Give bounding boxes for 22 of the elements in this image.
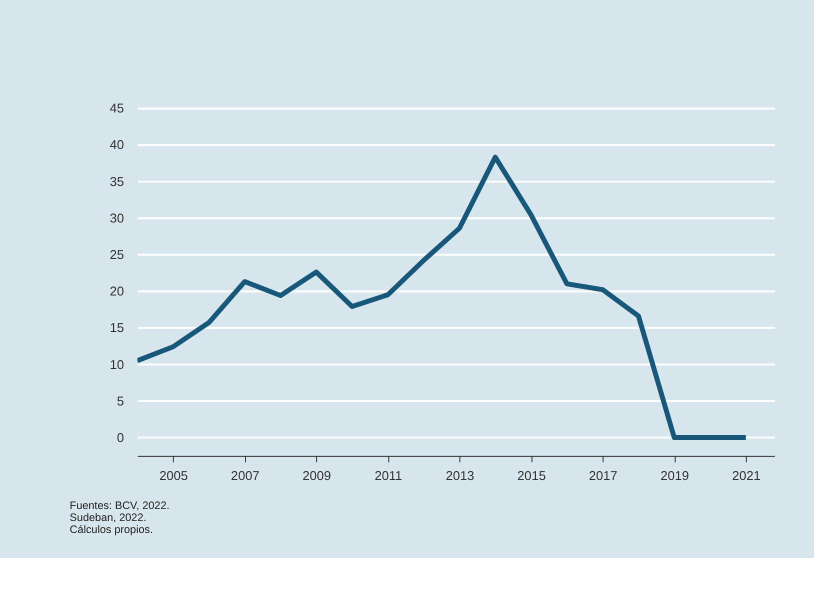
x-tick-label: 2017 [588,468,618,484]
text: Sudeban, 2022. [70,512,146,524]
text: Cálculos propios. [70,524,153,536]
x-tick-label: 2013 [446,468,474,484]
y-tick-label: 45 [110,100,124,116]
x-tick-label: 2015 [517,468,546,484]
x-tick-label: 2009 [302,468,332,484]
y-tick-label: 25 [110,246,124,262]
y-tick-label: 15 [110,320,124,336]
y-tick-label: 20 [110,284,124,299]
y-tick-label: 35 [110,174,124,189]
x-tick-label: 2005 [159,468,188,484]
y-tick-label: 0 [116,430,124,445]
y-tick-label: 5 [116,393,124,408]
source-note: Fuentes: BCV, 2022. [70,500,170,512]
y-tick-label: 40 [110,137,124,152]
y-tick-label: 30 [110,210,124,226]
x-tick-label: 2019 [660,468,690,484]
y-tick-label: 10 [110,356,124,372]
x-tick-label: 2007 [230,468,260,484]
x-tick-label: 2011 [374,468,402,484]
x-tick-label: 2021 [732,468,761,484]
